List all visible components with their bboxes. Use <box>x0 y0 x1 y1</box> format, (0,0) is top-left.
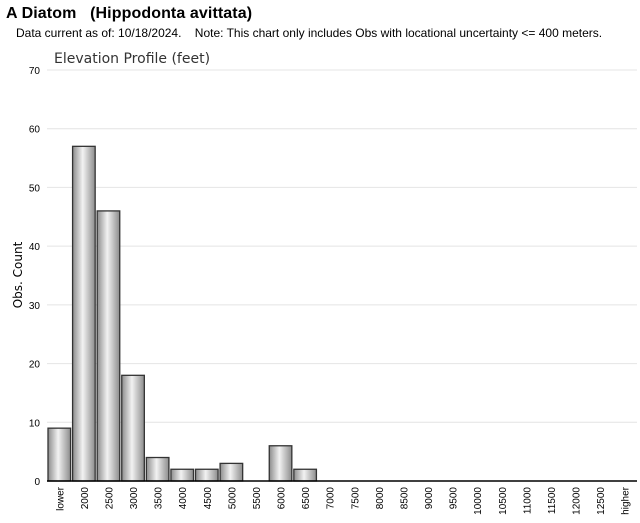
bar-3000 <box>121 374 145 482</box>
y-axis-ticks: 0 10 20 30 40 50 60 70 <box>29 66 41 488</box>
bar-2000 <box>71 145 96 482</box>
x-tick-label: 12000 <box>572 487 583 515</box>
x-tick-label: 2000 <box>80 487 91 510</box>
y-tick-label: 30 <box>29 301 41 312</box>
bar-2500 <box>96 210 121 482</box>
x-axis-ticks: lower 2000 2500 3000 3500 4000 4500 5000 5500 600… <box>55 486 631 514</box>
y-tick-label: 50 <box>29 183 41 194</box>
x-tick-label: 11500 <box>547 487 558 515</box>
x-tick-label: 4000 <box>178 487 189 510</box>
x-tick-label: 7000 <box>326 487 337 510</box>
bar-4000 <box>170 468 195 482</box>
y-tick-label: 70 <box>29 66 41 77</box>
x-tick-label: 3000 <box>129 487 140 510</box>
x-tick-label: 5500 <box>252 487 263 510</box>
y-axis-label: Obs. Count <box>11 241 25 308</box>
y-tick-label: 20 <box>29 360 41 371</box>
x-tick-label: 7500 <box>350 487 361 510</box>
x-tick-label: 4500 <box>203 487 214 510</box>
x-tick-label: 11000 <box>522 487 533 515</box>
plot-title: Elevation Profile (feet) <box>54 51 210 67</box>
x-tick-label: lower <box>55 486 66 511</box>
x-tick-label: 8000 <box>375 487 386 510</box>
x-tick-label: 12500 <box>596 487 607 515</box>
bar-lower <box>47 427 72 482</box>
bar-6500 <box>293 468 318 482</box>
y-tick-label: 40 <box>29 242 41 253</box>
bar-3500 <box>145 456 170 482</box>
x-tick-label: 6000 <box>277 487 288 510</box>
x-tick-label: 2500 <box>104 487 115 510</box>
bar-5000 <box>219 462 244 482</box>
x-tick-label: 9000 <box>424 487 435 510</box>
chart-title: A Diatom (Hippodonta avittata) <box>6 5 253 22</box>
x-tick-label: 9500 <box>449 487 460 510</box>
bar-4500 <box>194 468 219 482</box>
x-tick-label: 3500 <box>154 487 165 510</box>
x-tick-label: 10500 <box>498 487 509 515</box>
x-tick-label: 8500 <box>399 487 410 510</box>
y-tick-label: 60 <box>29 125 41 136</box>
x-tick-label: higher <box>621 486 632 514</box>
y-tick-label: 0 <box>34 477 40 488</box>
data-note: Data current as of: 10/18/2024. Note: Th… <box>16 26 603 40</box>
gridlines <box>47 69 637 423</box>
x-tick-label: 10000 <box>473 487 484 515</box>
x-tick-label: 5000 <box>227 487 238 510</box>
bars <box>47 145 318 482</box>
x-tick-label: 6500 <box>301 487 312 510</box>
y-tick-label: 10 <box>29 418 41 429</box>
bar-6000 <box>268 445 293 482</box>
